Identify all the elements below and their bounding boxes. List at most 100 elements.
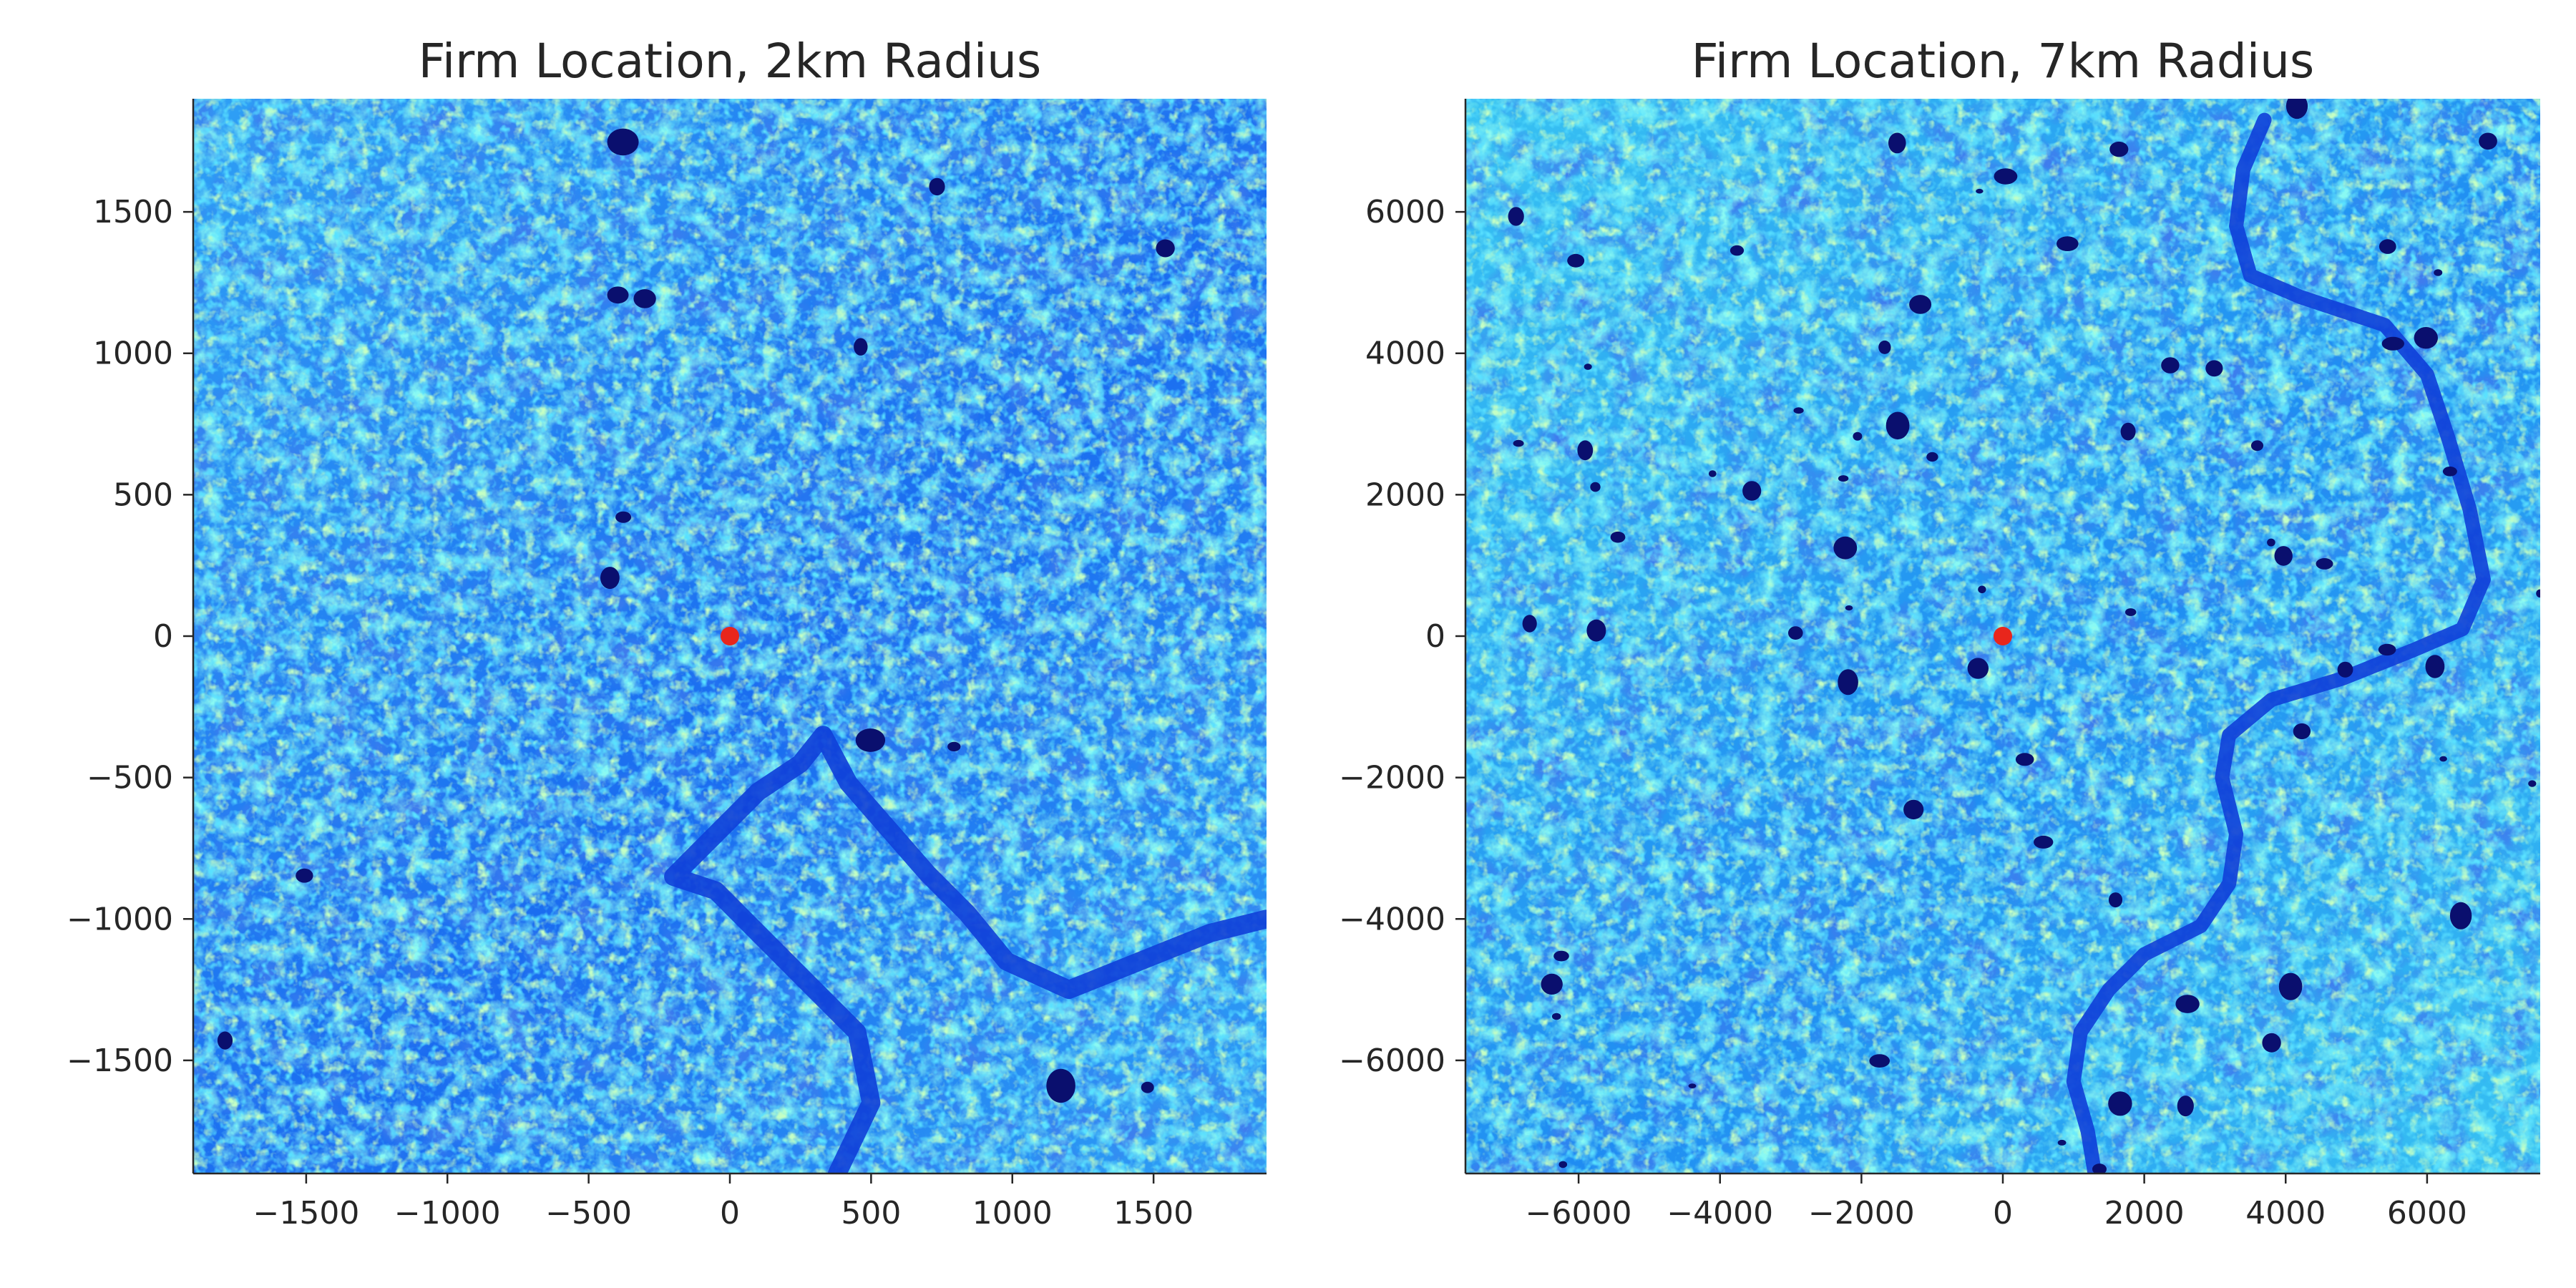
dark-spot (2449, 902, 2472, 930)
dark-spot (1976, 188, 1984, 194)
x-tick-label: −500 (545, 1195, 632, 1231)
x-tick-label: 0 (1993, 1195, 2013, 1231)
dark-spot (1513, 439, 1524, 447)
dark-spot (2015, 753, 2034, 766)
dark-spot (1833, 536, 1858, 560)
dark-spot (1584, 364, 1592, 370)
chart-title: Firm Location, 7km Radius (1692, 34, 2315, 89)
dark-spot (1156, 239, 1175, 258)
dark-spot (2316, 558, 2333, 570)
dark-spot (2337, 661, 2353, 678)
x-tick-label: −1500 (253, 1195, 359, 1231)
y-tick-label: 0 (153, 618, 173, 655)
dark-spot (2425, 655, 2445, 678)
dark-spot (2378, 643, 2396, 656)
dark-spot (217, 1031, 233, 1050)
dark-spot (2293, 723, 2311, 740)
dark-spot (1708, 470, 1717, 477)
dark-spot (1541, 973, 1563, 995)
firm-location-marker (1994, 627, 2012, 645)
dark-spot (600, 567, 620, 590)
dark-spot (1688, 1083, 1697, 1088)
dark-spot (1967, 658, 1989, 679)
y-tick-label: 500 (113, 477, 173, 513)
dark-spot (1586, 619, 1606, 642)
x-tick-label: 0 (720, 1195, 740, 1231)
dark-spot (2434, 269, 2443, 276)
dark-spot (2379, 239, 2396, 254)
dark-spot (607, 128, 639, 156)
river-path (664, 726, 1267, 1174)
dark-spot (1046, 1068, 1075, 1103)
dark-spot (2536, 589, 2540, 597)
dark-spot (1577, 440, 1594, 461)
y-tick-label: −4000 (1339, 901, 1445, 937)
x-tick-label: −4000 (1667, 1195, 1773, 1231)
dark-spot (2092, 1163, 2107, 1174)
dark-spot (1793, 407, 1804, 414)
dark-spot (2034, 835, 2054, 849)
y-tick-label: 6000 (1365, 194, 1445, 230)
dark-spot (1742, 481, 1762, 501)
chart-panel-1: Firm Location, 2km Radius −1500 −1000 −500 0… (67, 34, 1267, 1231)
y-tick-label: −500 (87, 760, 173, 796)
dark-spot (633, 289, 656, 308)
x-tick-label: 2000 (2104, 1195, 2185, 1231)
y-tick-label: 2000 (1365, 477, 1445, 513)
dark-spot (2175, 995, 2200, 1013)
dark-spot (1909, 295, 1932, 314)
dark-spot (2109, 141, 2129, 157)
y-tick-label: 4000 (1365, 336, 1445, 372)
chart-title: Firm Location, 2km Radius (419, 34, 1042, 89)
dark-spot (1522, 615, 1537, 633)
dark-spot (1838, 475, 1849, 482)
dark-spot (2479, 132, 2497, 150)
y-tick-label: −2000 (1339, 760, 1445, 796)
dark-spot (2381, 336, 2404, 351)
dark-spot (2262, 1033, 2281, 1053)
x-tick-label: 6000 (2387, 1195, 2467, 1231)
dark-spot (1845, 605, 1853, 611)
dark-spot (1978, 585, 1986, 594)
dark-spot (296, 868, 313, 883)
dark-spot (2057, 1139, 2067, 1146)
dark-spot (2528, 780, 2537, 787)
dark-spot (1788, 626, 1803, 640)
dark-spot (1508, 207, 1524, 226)
dark-spot (929, 177, 945, 196)
dark-spot (2125, 608, 2137, 616)
dark-spot (615, 511, 632, 523)
dark-spot (2267, 538, 2275, 547)
dark-spot (2278, 972, 2303, 1000)
dark-spot (1558, 1161, 1568, 1169)
x-tick-label: 1000 (972, 1195, 1053, 1231)
y-tick-label: 1500 (93, 194, 173, 230)
dark-spot (855, 728, 886, 752)
dark-spot (1853, 431, 1863, 441)
dark-spot (2285, 99, 2308, 119)
river-path (2066, 112, 2491, 1174)
dark-spot (2414, 327, 2438, 349)
y-tick-label: −1500 (67, 1043, 173, 1079)
dark-spot (2274, 546, 2293, 566)
dark-spot (1926, 452, 1938, 462)
x-tick-label: 4000 (2245, 1195, 2326, 1231)
dark-spot (1878, 340, 1891, 354)
dark-spot (2177, 1096, 2194, 1117)
dark-spot (2205, 360, 2223, 377)
x-tick-label: 1500 (1113, 1195, 1194, 1231)
dark-spot (1729, 245, 1745, 256)
dark-spot (854, 338, 868, 356)
x-tick-label: 500 (841, 1195, 901, 1231)
dark-spot (1590, 482, 1601, 492)
dark-spot (2108, 1091, 2132, 1116)
dark-spot (1903, 799, 1924, 820)
dark-spot (1885, 411, 1910, 440)
dark-spot (2057, 236, 2079, 251)
dark-spot (1869, 1054, 1890, 1068)
dark-spot (2442, 467, 2457, 477)
dark-spot (2120, 422, 2136, 441)
y-tick-label: −6000 (1339, 1043, 1445, 1079)
dark-spot (1553, 950, 1569, 962)
